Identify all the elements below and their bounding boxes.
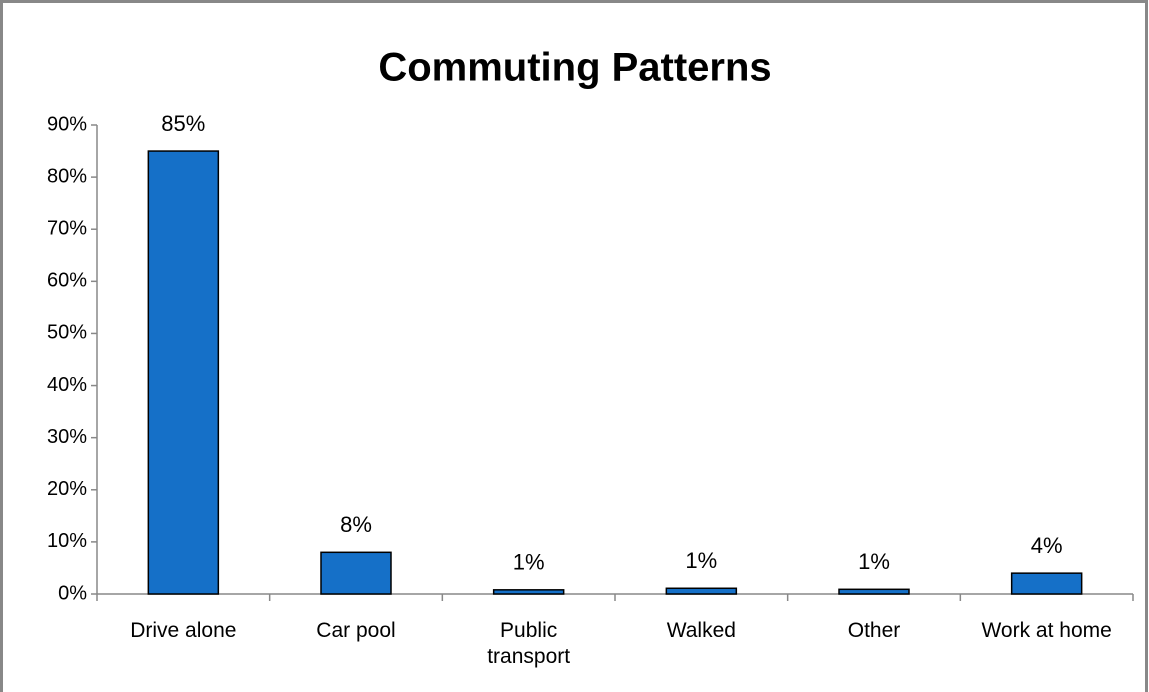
x-tick-label: Work at home [981,619,1112,642]
y-tick-label: 10% [47,530,87,552]
x-tick-label: Public transport [487,619,571,668]
x-tick-label: Car pool [316,619,396,642]
x-tick-label: Drive alone [130,619,237,642]
y-tick-label: 80% [47,165,87,187]
data-label: 8% [340,512,372,537]
x-tick-label: Walked [666,619,736,642]
chart-title: Commuting Patterns [378,46,771,90]
bar [665,587,738,595]
y-tick-label: 70% [47,218,87,240]
y-tick-label: 60% [47,270,87,292]
data-label: 4% [1031,533,1063,558]
data-label: 1% [685,548,717,573]
data-label: 1% [513,550,545,575]
y-tick-label: 90% [47,113,87,135]
bar [492,589,565,595]
y-tick-label: 50% [47,322,87,344]
x-tick-label: Other [847,619,901,642]
y-tick-label: 0% [58,582,87,604]
data-label: 1% [858,549,890,574]
bar [147,150,220,595]
y-tick-label: 30% [47,426,87,448]
bar [320,551,392,595]
y-tick-label: 40% [47,374,87,396]
bar [838,588,910,595]
y-tick-label: 20% [47,478,87,500]
data-label: 85% [161,111,205,136]
bar [1010,572,1083,595]
